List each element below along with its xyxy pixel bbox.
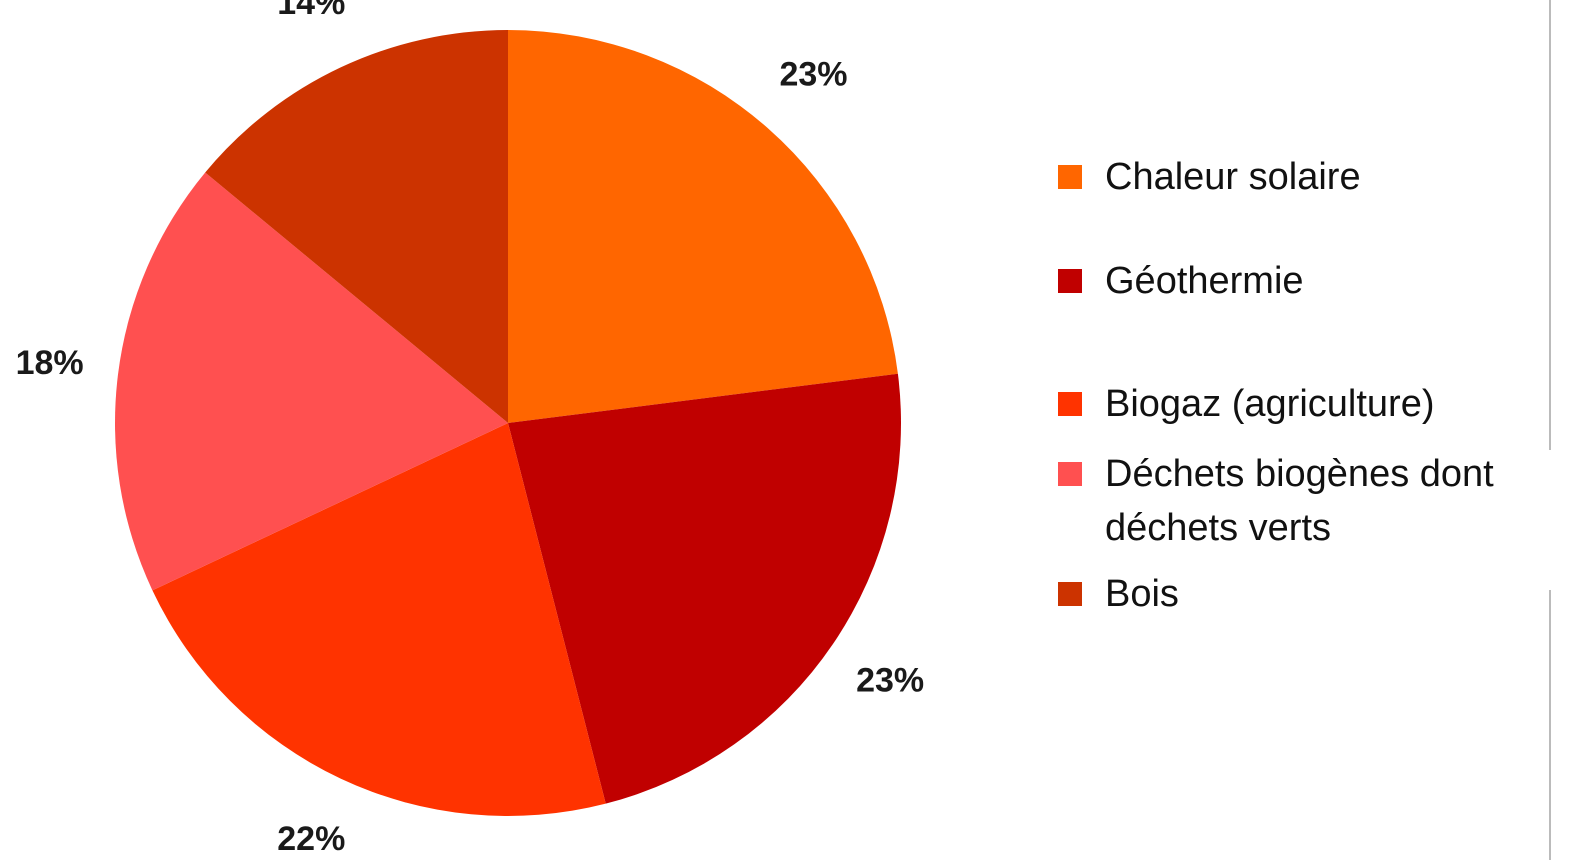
legend-swatch <box>1058 392 1082 416</box>
legend-swatch <box>1058 462 1082 486</box>
legend-item: Déchets biogènes dont déchets verts <box>1058 447 1518 555</box>
pie-slice <box>508 373 901 804</box>
legend-item: Géothermie <box>1058 254 1518 308</box>
legend-label: Biogaz (agriculture) <box>1105 383 1435 425</box>
legend-item: Biogaz (agriculture) <box>1058 377 1518 431</box>
legend-item: Chaleur solaire <box>1058 150 1518 204</box>
pie-slice <box>205 30 508 423</box>
data-label: 22% <box>277 820 345 858</box>
data-label: 18% <box>16 344 84 382</box>
legend-swatch <box>1058 582 1082 606</box>
legend-swatch <box>1058 269 1082 293</box>
legend-label: Bois <box>1105 573 1179 615</box>
data-label: 23% <box>856 662 924 700</box>
data-label: 23% <box>779 55 847 93</box>
data-label: 14% <box>277 0 345 22</box>
legend: Chaleur solaire Géothermie Biogaz (agricul… <box>1058 150 1518 621</box>
pie-slice <box>152 423 606 816</box>
legend-swatch <box>1058 165 1082 189</box>
pie-slice <box>508 30 898 423</box>
legend-label: Géothermie <box>1105 260 1304 302</box>
pie-slice <box>115 172 508 591</box>
legend-item: Bois <box>1058 567 1518 621</box>
legend-label: Chaleur solaire <box>1105 156 1361 198</box>
legend-label: Déchets biogènes dont déchets verts <box>1105 453 1494 549</box>
